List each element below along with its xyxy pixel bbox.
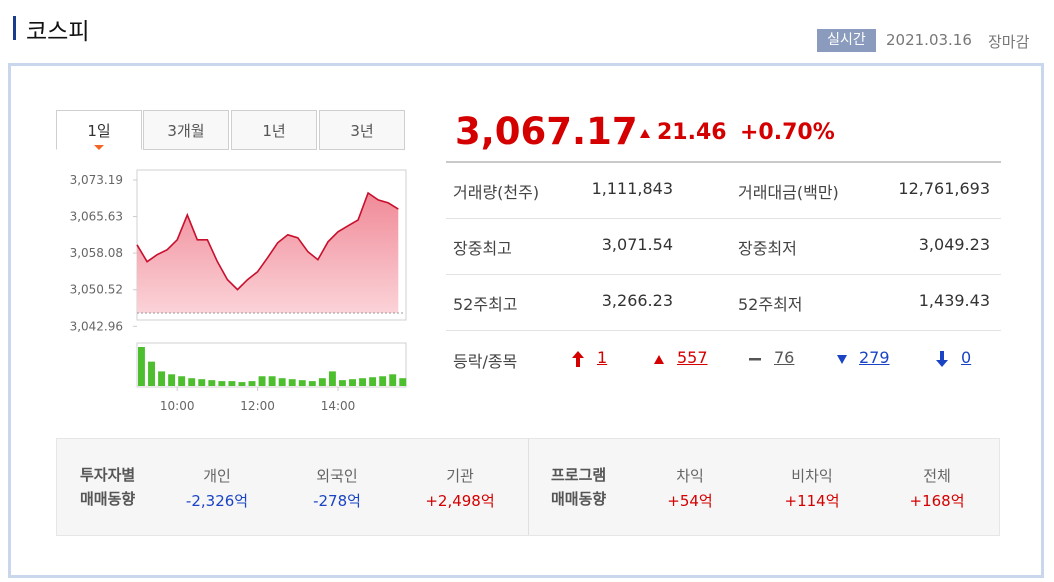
price: 3,067.17 (455, 110, 638, 153)
change: 21.46 (657, 120, 727, 145)
stat-value: 12,761,693 (898, 179, 990, 198)
volume-bar (389, 374, 397, 386)
volume-bar (208, 380, 216, 386)
flat-count[interactable]: 76 (774, 348, 795, 367)
tab[interactable]: 1년 (231, 110, 317, 150)
volume-bar (318, 378, 326, 386)
line (136, 191, 399, 291)
flow-name: 기관 (446, 467, 474, 485)
down-count[interactable]: 279 (859, 348, 890, 367)
y-tick-label: 3,058.08 (70, 246, 123, 260)
stat-value: 3,071.54 (601, 235, 673, 254)
stat-value: 1,439.43 (918, 291, 990, 310)
volume-bar (268, 376, 276, 386)
volume-bar (298, 380, 306, 386)
stat-label: 거래량(천주) (453, 183, 540, 202)
limit-down-icon (936, 351, 948, 367)
divider (446, 218, 1001, 219)
flow-value: +168억 (909, 492, 965, 510)
volume-bar (198, 379, 206, 386)
flow-name: 개인 (203, 467, 231, 485)
stat-label: 52주최고 (453, 295, 518, 314)
volume-bar (218, 381, 226, 386)
up-count[interactable]: 557 (677, 348, 708, 367)
volume-bar (158, 371, 166, 386)
limit-up-count[interactable]: 1 (597, 348, 608, 367)
chart: 3,073.19 3,065.63 3,058.08 3,050.52 3,042.96… (70, 169, 407, 413)
x-tick-label: 14:00 (321, 399, 356, 413)
limit-up-icon (572, 351, 584, 367)
stat-label: 장중최저 (738, 239, 797, 258)
down-icon (837, 355, 847, 364)
stat-value: 3,266.23 (601, 291, 673, 310)
y-tick-label: 3,065.63 (70, 210, 123, 224)
stat-label: 52주최저 (738, 295, 803, 314)
volume-bar (328, 371, 336, 386)
volume-bar (188, 378, 196, 386)
x-tick-label: 10:00 (160, 399, 195, 413)
flow-label: 매매동향 (551, 490, 607, 508)
limit-down-count[interactable]: 0 (961, 348, 972, 367)
up-icon (640, 129, 650, 138)
date: 2021.03.16 (886, 31, 972, 49)
volume-bar (399, 378, 407, 386)
volume-bar (308, 381, 316, 386)
stat-label: 거래대금(백만) (738, 183, 839, 202)
flat-icon (749, 358, 761, 361)
volume-bar (168, 374, 176, 386)
realtime-badge[interactable]: 실시간 (817, 29, 876, 52)
volume-bar (238, 382, 246, 386)
area (137, 193, 399, 313)
flow-label: 프로그램 (551, 466, 607, 484)
divider (528, 439, 529, 535)
title: 코스피 (26, 19, 90, 45)
y-tick-label: 3,073.19 (70, 173, 123, 187)
volume-bar (228, 381, 236, 386)
flow-value: +2,498억 (425, 492, 495, 510)
flow-label: 매매동향 (80, 490, 136, 508)
volume-bar (178, 376, 186, 386)
flow-name: 전체 (923, 467, 951, 485)
volume-bar (258, 376, 266, 386)
market-status: 장마감 (988, 33, 1030, 51)
tab[interactable]: 3년 (319, 110, 405, 150)
volume-bar (339, 380, 346, 386)
flow-name: 외국인 (316, 467, 358, 485)
y-tick-label: 3,042.96 (70, 319, 123, 333)
flow-value: +54억 (667, 492, 713, 510)
flow-value: -2,326억 (185, 492, 249, 510)
volume-bar (369, 377, 377, 386)
flow-value: +114억 (784, 492, 840, 510)
stat-label: 장중최고 (453, 239, 512, 258)
stat-value: 3,049.23 (918, 235, 990, 254)
volume-bar (248, 381, 256, 386)
panel (8, 63, 1044, 578)
divider (446, 274, 1001, 275)
updown-label: 등락/종목 (453, 352, 518, 371)
volume-bar (278, 378, 286, 386)
x-tick-label: 12:00 (240, 399, 275, 413)
flow-name: 차익 (676, 467, 704, 485)
volume-bar (379, 376, 387, 386)
divider (446, 330, 1001, 331)
volume-bar (138, 347, 145, 386)
flow-label: 투자자별 (80, 466, 136, 484)
stat-value: 1,111,843 (591, 179, 673, 198)
tab[interactable]: 3개월 (143, 110, 229, 150)
divider (446, 161, 1001, 163)
up-icon (654, 355, 664, 364)
change-rate: +0.70% (740, 120, 835, 145)
title-bar (13, 16, 16, 40)
volume-bar (359, 378, 367, 386)
y-tick-label: 3,050.52 (70, 283, 123, 297)
volume-bar (288, 379, 296, 386)
flow-value: -278억 (313, 492, 361, 510)
tab-indicator (94, 145, 104, 150)
volume-bar (148, 361, 155, 386)
flow-name: 비차익 (791, 467, 833, 485)
volume-bar (349, 379, 356, 386)
